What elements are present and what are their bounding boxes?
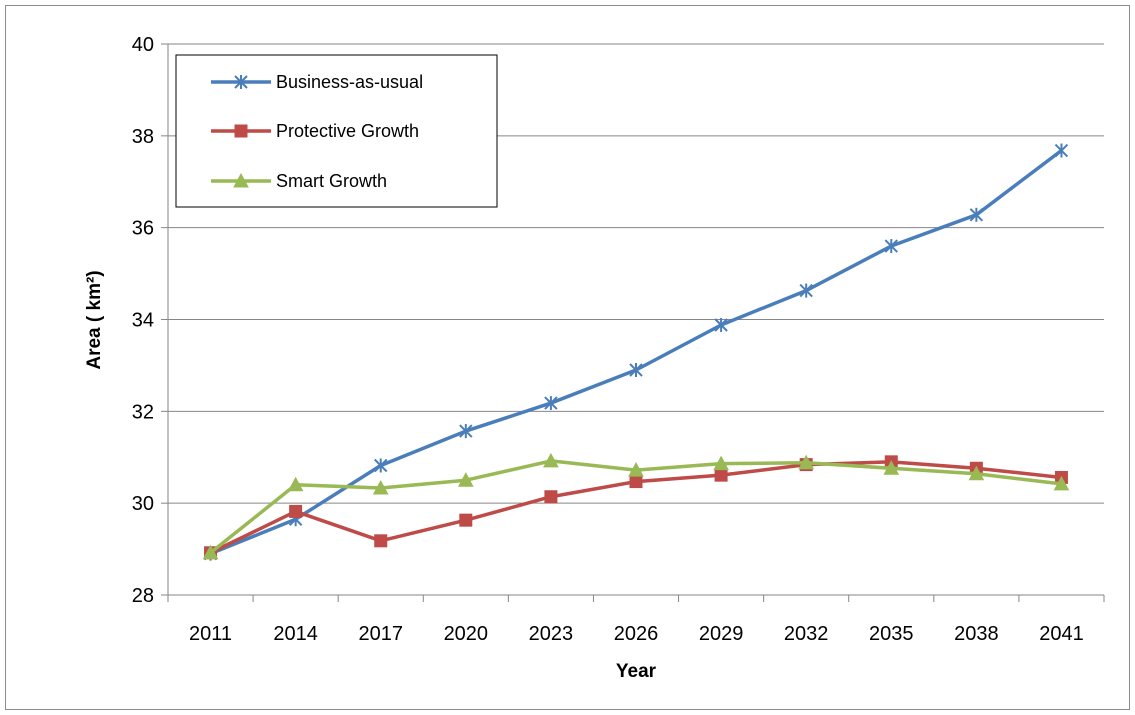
data-point-marker (459, 424, 473, 439)
x-tick-label: 2038 (954, 623, 999, 645)
series-group (202, 143, 1070, 561)
legend-label: Smart Growth (276, 171, 387, 191)
data-point-marker (799, 283, 813, 298)
data-point-marker (1054, 143, 1069, 158)
y-tick-label: 30 (132, 493, 154, 515)
data-point-marker (884, 239, 898, 254)
data-point-marker (714, 318, 728, 333)
data-point-marker (233, 172, 249, 188)
legend: Business-as-usual Protective Growth Smart … (175, 54, 498, 208)
data-point-marker (374, 534, 388, 548)
data-point-marker (544, 396, 558, 411)
y-tick-label: 36 (132, 218, 154, 240)
y-tick-label: 28 (132, 585, 154, 607)
data-point-marker (459, 513, 473, 527)
data-point-marker (714, 468, 728, 482)
series-line (209, 149, 1063, 556)
x-tick-label: 2014 (273, 623, 318, 645)
data-point-marker (372, 479, 389, 495)
legend-label: Business-as-usual (276, 72, 423, 92)
data-point-marker (629, 475, 643, 489)
axes (161, 43, 1105, 602)
data-point-marker (287, 476, 304, 492)
legend-item: Smart Growth (211, 171, 387, 191)
x-tick-label: 2011 (189, 623, 232, 645)
x-tick-label: 2029 (699, 623, 744, 645)
data-point-marker (968, 465, 985, 481)
legend-item: Protective Growth (211, 121, 419, 141)
x-tick-label: 2026 (614, 623, 659, 645)
legend-item: Business-as-usual (211, 72, 423, 92)
data-point-marker (798, 454, 815, 470)
x-tick-label: 2035 (869, 623, 914, 645)
y-axis-title: Area ( km²) (84, 270, 105, 369)
data-point-marker (629, 363, 643, 378)
legend-label: Protective Growth (276, 121, 419, 141)
y-tick-label: 38 (132, 126, 154, 148)
data-point-marker (457, 472, 474, 487)
legend-items: Business-as-usual Protective Growth Smart … (211, 72, 423, 191)
y-tick-labels: 28 30 32 34 36 38 40 (132, 34, 154, 607)
data-point-marker (234, 124, 248, 138)
data-point-marker (713, 455, 729, 471)
data-point-marker (628, 462, 644, 477)
x-axis-title: Year (616, 661, 657, 682)
data-point-marker (1053, 475, 1070, 491)
data-point-marker (202, 544, 219, 560)
series-business-as-usual (203, 143, 1069, 561)
data-point-marker (234, 75, 248, 89)
y-tick-label: 32 (132, 401, 154, 423)
data-point-marker (883, 460, 900, 475)
x-tick-label: 2023 (529, 623, 574, 645)
y-tick-label: 34 (132, 310, 154, 332)
x-tick-label: 2017 (358, 623, 403, 645)
x-tick-label: 2020 (444, 623, 489, 645)
data-point-marker (544, 490, 558, 504)
x-tick-label: 2041 (1039, 623, 1084, 645)
y-tick-label: 40 (132, 34, 154, 56)
data-point-marker (289, 504, 303, 518)
x-tick-label: 2032 (784, 623, 829, 645)
data-point-marker (543, 452, 559, 468)
data-point-marker (969, 207, 984, 222)
x-tick-labels: 2011 2014 2017 2020 2023 2026 2029 2032 2035 2038… (189, 623, 1084, 645)
data-point-marker (374, 458, 388, 473)
series-smart-growth (202, 452, 1070, 560)
